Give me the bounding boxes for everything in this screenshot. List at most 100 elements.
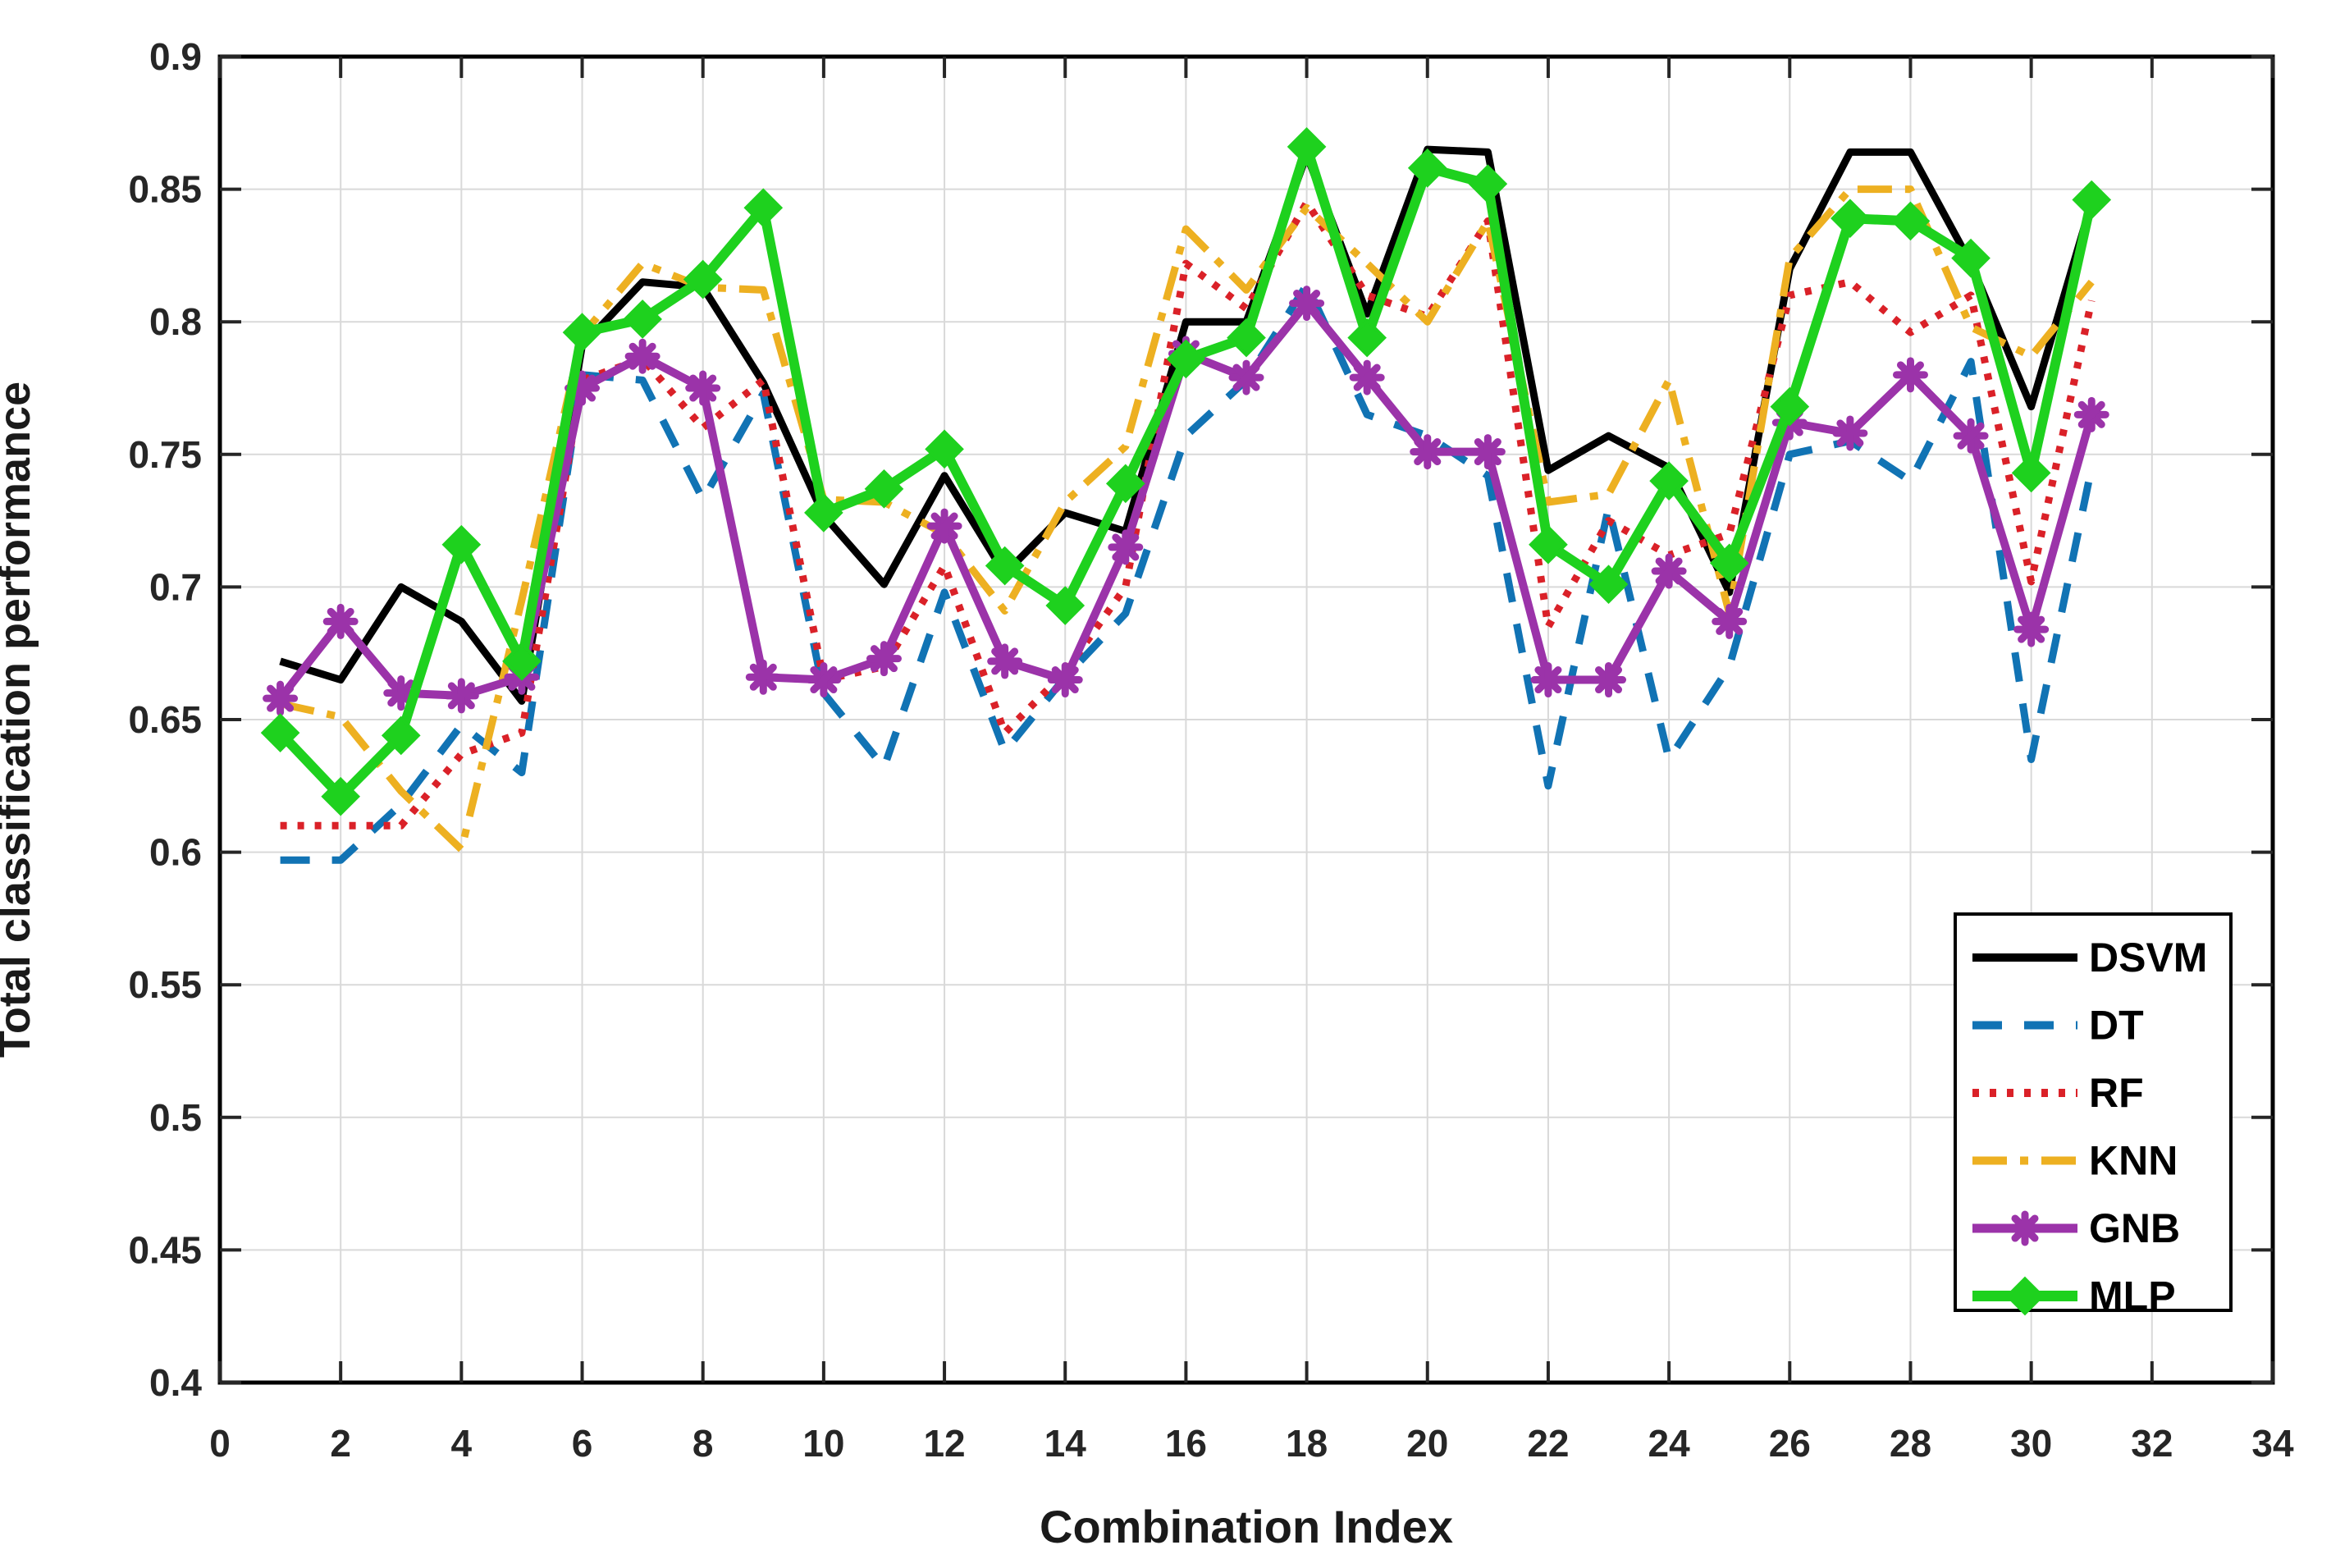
x-tick-label: 32 [2131, 1422, 2173, 1465]
diamond-marker [2005, 1276, 2045, 1316]
asterisk-spoke [930, 512, 958, 540]
asterisk-marker [866, 641, 902, 677]
diamond-marker [683, 259, 723, 299]
y-tick-label: 0.45 [128, 1228, 202, 1271]
tick-labels: 0 2 4 6 8 10 12 14 16 18 20 22 24 26 28 30 32 340.40.450.… [128, 35, 2294, 1465]
asterisk-marker [1289, 286, 1325, 322]
y-tick-label: 0.9 [149, 35, 202, 78]
asterisk-spoke [1896, 361, 1924, 389]
x-tick-label: 26 [1769, 1422, 1811, 1465]
asterisk-spoke [689, 374, 717, 402]
legend-item-dsvm: DSVM [1972, 935, 2207, 981]
tick-marks [218, 55, 2274, 1384]
asterisk-spoke [327, 607, 354, 635]
asterisk-spoke [267, 684, 295, 712]
legend-label-knn: KNN [2089, 1138, 2178, 1184]
legend-box [1954, 912, 2233, 1312]
asterisk-spoke [2011, 1214, 2039, 1242]
asterisk-spoke [810, 665, 838, 694]
y-tick-label: 0.8 [149, 300, 202, 343]
asterisk-spoke [628, 342, 656, 370]
y-tick-label: 0.85 [128, 168, 202, 211]
x-tick-label: 18 [1286, 1422, 1328, 1465]
x-tick-label: 34 [2251, 1422, 2294, 1465]
asterisk-spoke [387, 679, 415, 707]
legend-item-dt: DT [1972, 1003, 2144, 1049]
y-tick-label: 0.7 [149, 565, 202, 608]
legend-item-gnb: GNB [1972, 1205, 2180, 1251]
diamond-marker [1649, 461, 1689, 501]
asterisk-spoke [1112, 533, 1140, 561]
asterisk-spoke [1232, 363, 1260, 391]
series-line-rf [280, 199, 2096, 830]
asterisk-marker [443, 678, 479, 714]
asterisk-marker [1651, 553, 1687, 589]
x-tick-label: 16 [1165, 1422, 1207, 1465]
x-tick-label: 2 [330, 1422, 351, 1465]
legend-label-dsvm: DSVM [2089, 935, 2207, 981]
x-axis-title: Combination Index [1040, 1501, 1453, 1552]
diamond-marker [1287, 127, 1327, 167]
asterisk-marker [1410, 434, 1446, 470]
diamond-marker [925, 429, 964, 469]
legend-label-dt: DT [2089, 1003, 2144, 1049]
series-markers-mlp [260, 127, 2112, 816]
x-tick-label: 20 [1406, 1422, 1448, 1465]
y-axis-title-text: Total classification performance [0, 381, 39, 1058]
asterisk-spoke [1353, 363, 1381, 391]
legend-label-rf: RF [2089, 1070, 2144, 1116]
asterisk-marker [745, 659, 781, 695]
diamond-marker [2072, 180, 2112, 220]
diamond-marker [502, 642, 542, 681]
asterisk-spoke [2077, 400, 2105, 428]
asterisk-marker [1349, 359, 1385, 395]
diamond-marker [1407, 148, 1447, 188]
asterisk-spoke [870, 645, 898, 673]
y-tick-label: 0.65 [128, 698, 202, 741]
x-tick-label: 0 [209, 1422, 231, 1465]
x-tick-label: 22 [1527, 1422, 1569, 1465]
asterisk-spoke [1474, 438, 1501, 466]
asterisk-marker [987, 643, 1023, 679]
asterisk-marker [1832, 415, 1868, 451]
diamond-marker [864, 469, 904, 509]
asterisk-marker [1530, 662, 1566, 698]
x-tick-label: 12 [923, 1422, 965, 1465]
diamond-marker [1831, 199, 1870, 238]
diamond-marker [623, 299, 662, 339]
asterisk-marker [1591, 662, 1627, 698]
asterisk-spoke [2018, 615, 2045, 643]
y-tick-label: 0.6 [149, 831, 202, 874]
diamond-marker [1227, 318, 1266, 358]
diamond-marker [1529, 524, 1568, 565]
asterisk-spoke [1655, 557, 1683, 585]
y-tick-label: 0.55 [128, 963, 202, 1006]
series-rf [280, 199, 2096, 830]
y-tick-label: 0.5 [149, 1096, 202, 1139]
diamond-marker [1347, 318, 1387, 358]
diamond-marker [381, 715, 421, 756]
asterisk-marker [1228, 359, 1264, 395]
legend-item-mlp: MLP [1972, 1273, 2176, 1319]
asterisk-marker [2007, 1210, 2043, 1246]
legend-label-mlp: MLP [2089, 1273, 2176, 1319]
x-tick-label: 30 [2010, 1422, 2052, 1465]
asterisk-spoke [1836, 419, 1864, 447]
asterisk-marker [1108, 529, 1144, 565]
asterisk-spoke [1595, 665, 1623, 694]
y-tick-label: 0.75 [128, 433, 202, 476]
diamond-marker [1709, 543, 1749, 583]
asterisk-spoke [749, 663, 777, 691]
asterisk-marker [1892, 357, 1928, 393]
asterisk-marker [806, 662, 842, 698]
asterisk-marker [1469, 434, 1506, 470]
diamond-marker [1045, 586, 1086, 625]
legend-item-rf: RF [1972, 1070, 2144, 1116]
diamond-marker [804, 493, 843, 533]
diamond-marker [743, 188, 784, 228]
x-tick-label: 14 [1044, 1422, 1087, 1465]
diamond-marker [1105, 464, 1145, 504]
legend-item-knn: KNN [1972, 1138, 2178, 1184]
